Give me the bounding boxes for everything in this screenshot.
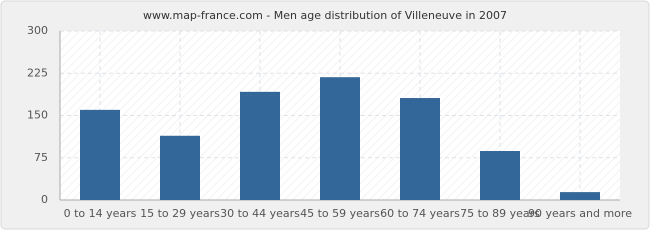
x-tick-label: 90 years and more [528,207,632,220]
y-tick-label: 300 [27,24,48,37]
x-tick-label: 60 to 74 years [380,207,460,220]
bar [160,135,200,200]
chart-title: www.map-france.com - Men age distributio… [143,9,507,22]
bar [560,192,600,200]
x-tick-label: 15 to 29 years [140,207,220,220]
chart: www.map-france.com - Men age distributio… [0,0,650,230]
bar [240,91,280,200]
x-tick-label: 75 to 89 years [460,207,540,220]
bar [480,150,520,200]
x-tick-label: 0 to 14 years [64,207,137,220]
y-tick-label: 225 [27,66,48,79]
x-tick-label: 45 to 59 years [300,207,380,220]
y-tick-label: 150 [27,109,48,122]
y-tick-label: 75 [34,151,48,164]
bar [320,77,360,200]
y-tick-label: 0 [41,193,48,206]
bar [80,109,120,200]
bar [400,98,440,200]
x-tick-label: 30 to 44 years [220,207,300,220]
